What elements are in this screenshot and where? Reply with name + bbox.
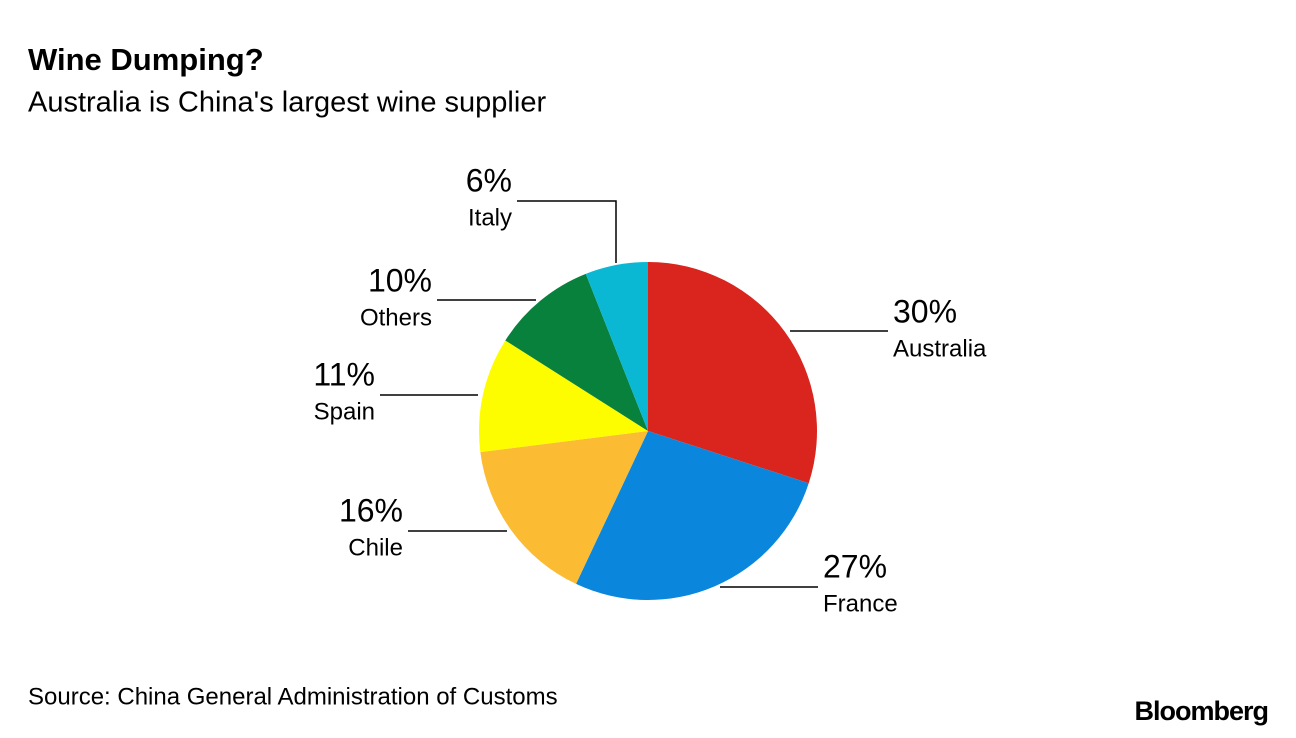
- pie-slice: [585, 262, 648, 431]
- category-label: Spain: [314, 398, 375, 425]
- data-label: 16%: [339, 492, 403, 528]
- data-label: 6%: [466, 162, 512, 198]
- category-label: France: [823, 590, 898, 617]
- category-label: Australia: [893, 335, 987, 362]
- chart-subtitle: Australia is China's largest wine suppli…: [28, 87, 546, 119]
- brand-logo: Bloomberg: [1134, 696, 1268, 726]
- category-label: Chile: [348, 534, 403, 561]
- category-label: Others: [360, 304, 432, 331]
- data-label: 11%: [313, 356, 375, 392]
- source-note: Source: China General Administration of …: [28, 683, 558, 710]
- pie-slice: [576, 431, 809, 600]
- data-label: 10%: [368, 262, 432, 298]
- pie-slice: [479, 340, 648, 453]
- pie-slice: [505, 273, 648, 431]
- data-label: 27%: [823, 548, 887, 584]
- data-label: 30%: [893, 293, 957, 329]
- chart-title: Wine Dumping?: [28, 42, 264, 77]
- category-label: Italy: [468, 204, 512, 231]
- leader-line: [517, 200, 617, 263]
- pie-slice: [648, 262, 818, 484]
- pie-slice: [480, 431, 648, 584]
